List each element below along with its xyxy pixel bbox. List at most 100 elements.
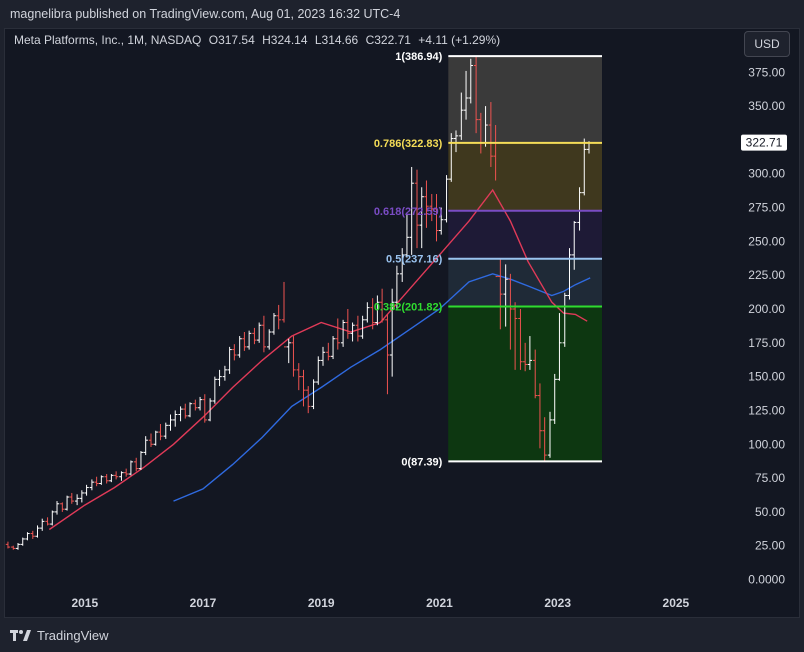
ohlc-bar bbox=[119, 471, 124, 481]
ohlc-bar bbox=[158, 423, 163, 441]
ohlc-bar bbox=[197, 396, 203, 411]
ohlc-bar bbox=[459, 92, 464, 140]
ohlc-bar bbox=[389, 288, 395, 377]
currency-button[interactable]: USD bbox=[744, 31, 790, 57]
ohlc-bar bbox=[335, 318, 340, 350]
legend-open: O317.54 bbox=[208, 33, 255, 47]
ohlc-bar bbox=[533, 349, 538, 399]
x-tick-label: 2025 bbox=[663, 596, 690, 610]
ohlc-bar bbox=[375, 295, 380, 326]
ohlc-bar bbox=[173, 410, 178, 427]
fib-zone bbox=[448, 142, 603, 211]
ohlc-bar bbox=[15, 543, 21, 550]
ohlc-bar bbox=[463, 70, 469, 120]
chart-frame[interactable]: 1(386.94) 0.786(322.83) 0.618(272.59) 0.5(2… bbox=[4, 28, 800, 618]
footer-brand[interactable]: TradingView bbox=[10, 625, 109, 645]
ohlc-bar bbox=[355, 315, 361, 342]
x-tick-label: 2023 bbox=[544, 596, 571, 610]
ohlc-bar bbox=[104, 474, 109, 484]
ohlc-bar bbox=[434, 194, 439, 242]
ohlc-bar bbox=[222, 365, 228, 381]
ohlc-bar bbox=[468, 58, 473, 104]
ohlc-bar bbox=[187, 402, 193, 418]
ohlc-bar bbox=[291, 336, 296, 377]
ohlc-bar bbox=[350, 322, 355, 342]
ohlc-bar bbox=[143, 436, 148, 456]
y-tick-label: 75.00 bbox=[755, 471, 785, 485]
ohlc-bar bbox=[522, 342, 528, 372]
ohlc-bar bbox=[242, 331, 247, 351]
y-tick-label: 100.00 bbox=[748, 437, 785, 451]
ohlc-bar bbox=[488, 102, 494, 167]
ohlc-bar bbox=[493, 125, 498, 278]
ohlc-bar bbox=[419, 187, 424, 249]
ohlc-bar bbox=[449, 133, 454, 182]
ohlc-bar bbox=[439, 207, 444, 235]
ohlc-bar bbox=[320, 346, 326, 366]
fib-zone bbox=[448, 210, 603, 259]
ohlc-bar bbox=[296, 363, 301, 391]
y-tick-label: 300.00 bbox=[748, 167, 785, 181]
x-tick-label: 2021 bbox=[426, 596, 453, 610]
ohlc-bar bbox=[54, 501, 60, 515]
symbol-legend: Meta Platforms, Inc., 1M, NASDAQ O317.54… bbox=[14, 33, 504, 47]
ohlc-bar bbox=[40, 518, 45, 531]
ohlc-bar bbox=[74, 494, 80, 506]
ohlc-bar bbox=[385, 314, 390, 395]
ohlc-bar bbox=[429, 194, 434, 222]
ohlc-bar bbox=[30, 530, 35, 539]
ohlc-bar bbox=[178, 406, 183, 422]
ohlc-bar bbox=[11, 545, 16, 550]
ohlc-bar bbox=[20, 537, 25, 546]
ohlc-bar bbox=[109, 474, 114, 483]
fib-zone bbox=[448, 56, 603, 143]
ohlc-bar bbox=[237, 336, 242, 358]
ohlc-bar bbox=[113, 471, 119, 480]
ohlc-bar bbox=[153, 430, 158, 446]
y-tick-label: 50.00 bbox=[755, 505, 785, 519]
footer-brand-label: TradingView bbox=[37, 627, 109, 643]
ohlc-bar bbox=[306, 386, 311, 414]
ohlc-bar bbox=[183, 403, 188, 419]
ohlc-bar bbox=[261, 315, 267, 353]
ohlc-bar bbox=[552, 373, 557, 424]
y-tick-label: 250.00 bbox=[748, 234, 785, 248]
legend-high: H324.14 bbox=[262, 33, 308, 47]
x-tick-label: 2015 bbox=[71, 596, 98, 610]
ohlc-bar bbox=[227, 346, 232, 374]
price-chart[interactable]: 1(386.94) 0.786(322.83) 0.618(272.59) 0.5(2… bbox=[5, 29, 801, 619]
tradingview-logo-icon bbox=[10, 629, 31, 641]
y-tick-label: 375.00 bbox=[748, 65, 785, 79]
ohlc-bar bbox=[60, 502, 65, 512]
moving-average-short bbox=[48, 188, 588, 531]
ohlc-bar bbox=[207, 398, 213, 422]
ohlc-bar bbox=[394, 265, 400, 309]
x-tick-label: 2019 bbox=[308, 596, 335, 610]
ohlc-bar bbox=[64, 495, 70, 511]
fib-level-label: 1(386.94) bbox=[395, 51, 442, 63]
ohlc-bar bbox=[518, 309, 523, 370]
y-tick-label: 150.00 bbox=[748, 370, 785, 384]
ohlc-bar bbox=[473, 56, 479, 134]
ohlc-bar bbox=[379, 288, 385, 323]
ohlc-bar bbox=[252, 327, 257, 345]
ohlc-bar bbox=[271, 313, 277, 335]
ohlc-bar bbox=[508, 273, 513, 350]
y-tick-label: 225.00 bbox=[748, 268, 785, 282]
ohlc-bar bbox=[217, 369, 222, 387]
ohlc-bar bbox=[562, 292, 567, 347]
ohlc-bar bbox=[370, 298, 375, 330]
ohlc-bar bbox=[281, 281, 287, 348]
ohlc-bar bbox=[365, 302, 370, 323]
fib-level-label: 0.786(322.83) bbox=[374, 138, 443, 150]
moving-average-long bbox=[173, 273, 591, 502]
y-tick-label: 350.00 bbox=[748, 99, 785, 113]
ohlc-bar bbox=[498, 258, 503, 330]
ohlc-bar bbox=[25, 532, 30, 541]
ohlc-bar bbox=[276, 304, 281, 330]
y-tick-label: 0.0000 bbox=[748, 573, 785, 587]
ohlc-bar bbox=[168, 414, 173, 431]
ohlc-bar bbox=[148, 433, 154, 447]
legend-change: +4.11 (+1.29%) bbox=[418, 33, 501, 47]
ohlc-bar bbox=[572, 221, 577, 270]
